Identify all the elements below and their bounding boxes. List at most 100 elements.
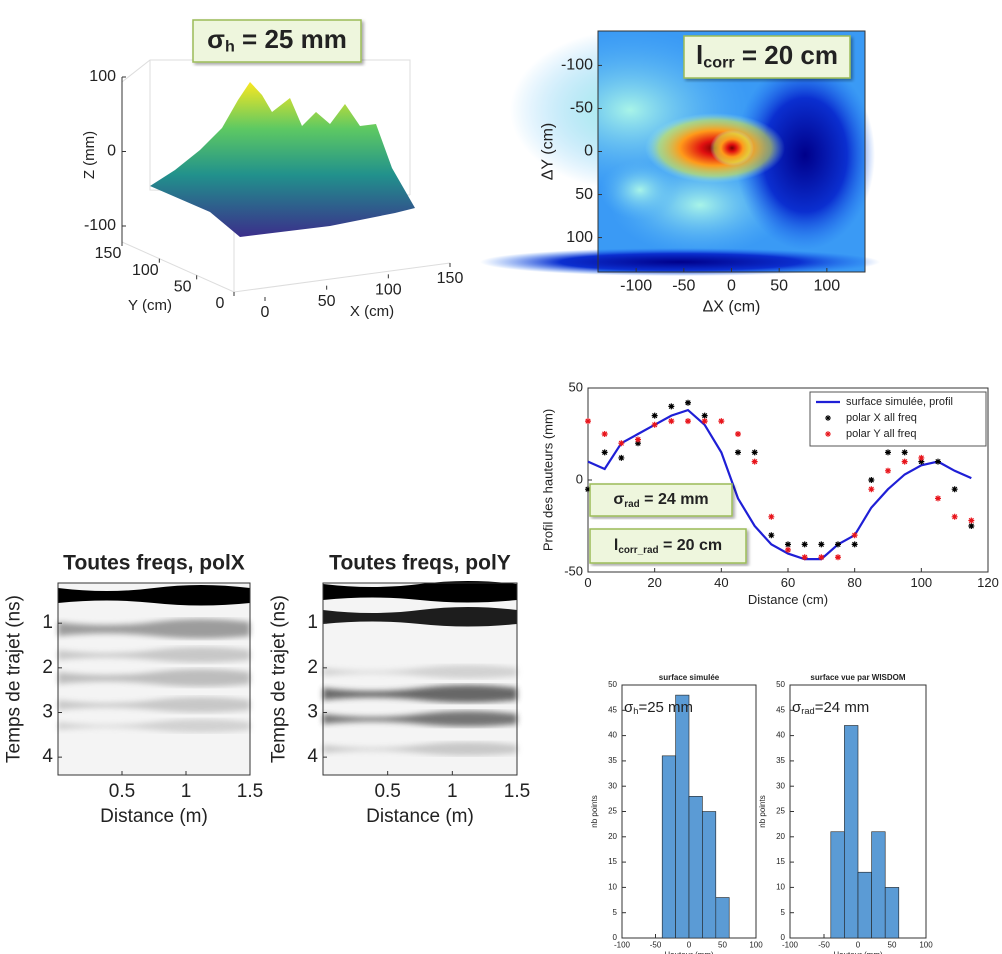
plot-frame [597, 30, 866, 273]
x-axis-label: X (cm) [350, 303, 394, 320]
series-marker [618, 454, 625, 461]
y-tick-label: 20 [608, 832, 617, 841]
echo-band [58, 669, 250, 687]
series-marker [635, 440, 641, 447]
series-marker [918, 454, 925, 461]
x-tick-label: 150 [437, 270, 464, 287]
annotation: σh=25 mm [624, 699, 693, 716]
series-marker [668, 418, 675, 425]
annotation-sub: h [225, 38, 235, 56]
chart: 0.5 1 1.5 1 2 3 4 Distance (m) Temps de trajet (… [268, 552, 530, 827]
series-marker [601, 431, 608, 437]
series-marker [751, 458, 758, 465]
y-tick-label: 4 [307, 746, 318, 767]
surface [150, 82, 415, 237]
y-tick-label: 5 [781, 908, 786, 917]
echo-band [58, 619, 250, 639]
annotation-base: l [614, 537, 618, 554]
y-axis-label: nb points [590, 795, 599, 827]
echo-band [323, 711, 517, 727]
series-marker [951, 513, 958, 520]
x-tick-label: 50 [318, 293, 336, 310]
x-tick-label: 0 [856, 940, 861, 949]
y-tick-label: 35 [608, 756, 617, 765]
x-tick-label: 0 [261, 304, 270, 321]
y-tick-label: 100 [132, 262, 159, 279]
x-tick-label: -50 [650, 940, 662, 949]
y-tick-label: 0 [781, 933, 786, 942]
y-tick-label: -50 [564, 563, 583, 578]
bar [830, 831, 845, 939]
echo-band [58, 697, 250, 713]
y-axis-label: Temps de trajet (ns) [3, 595, 24, 763]
series-marker [818, 554, 825, 561]
x-tick-label: 0 [584, 575, 591, 590]
series-marker [851, 541, 858, 548]
x-tick-label: 100 [910, 575, 932, 590]
chart: 0.5 1 1.5 1 2 3 4 Distance (m) Temps de trajet (… [3, 552, 263, 827]
annotation-sub: rad [624, 499, 639, 510]
series-marker [851, 532, 858, 539]
legend-swatch [825, 431, 831, 437]
y-tick-label: 10 [608, 883, 617, 892]
echo-band [323, 665, 517, 679]
series-marker [668, 403, 675, 410]
y-tick-label: 25 [776, 807, 785, 816]
series-marker [618, 440, 625, 447]
annotation: σh = 25 mm [207, 24, 347, 56]
bar [715, 897, 730, 939]
chart-title: Toutes freqs, polY [329, 552, 511, 575]
z-tick-label: 0 [107, 143, 116, 160]
y-tick-label: 50 [569, 379, 583, 394]
y-tick-label: 0 [576, 471, 583, 486]
y-tick-label: 150 [95, 245, 122, 262]
series-marker [885, 467, 891, 474]
x-tick-label: 1 [447, 781, 458, 802]
x-tick-label: 1.5 [504, 781, 530, 802]
series-marker [968, 517, 975, 524]
annotation-sub: corr_rad [618, 545, 658, 556]
series-marker [835, 541, 841, 548]
x-tick-label: 50 [888, 940, 897, 949]
heatmap-blob [710, 130, 754, 166]
echo-band [323, 607, 517, 627]
x-axis-label: Hauteur (mm) [833, 951, 883, 954]
annotation-box [589, 483, 733, 517]
y-tick-label: 50 [174, 279, 192, 296]
y-axis-label: Profil des hauteurs (mm) [540, 409, 555, 551]
y-axis-label: Y (cm) [128, 297, 172, 314]
series-marker [585, 418, 591, 425]
x-tick-label: 0.5 [109, 781, 135, 802]
y-tick-label: 2 [307, 657, 318, 678]
annotation-text: = 24 mm [640, 491, 709, 508]
y-tick-label: 0 [216, 295, 225, 312]
echo-band [58, 647, 250, 663]
z-tick-label: -100 [84, 217, 116, 234]
series-marker [585, 486, 591, 493]
series-marker [868, 477, 875, 483]
series-marker [751, 449, 758, 456]
series-marker [935, 495, 941, 502]
y-tick-label: 20 [776, 832, 785, 841]
y-tick-label: 1 [42, 612, 53, 633]
x-axis-label: Distance (cm) [748, 592, 828, 607]
y-tick-label: 50 [776, 680, 785, 689]
y-tick-label: 15 [776, 857, 785, 866]
annotation-base: σ [207, 24, 225, 54]
bar [871, 831, 886, 939]
annotation-box [192, 19, 362, 63]
x-tick-label: 0 [727, 278, 736, 295]
y-tick-label: -50 [570, 100, 593, 117]
x-tick-label: 0.5 [374, 781, 400, 802]
x-tick-label: -100 [620, 278, 652, 295]
series-marker [901, 449, 908, 456]
y-tick-label: 3 [307, 702, 318, 723]
x-tick-label: 60 [781, 575, 795, 590]
legend-swatch [825, 415, 831, 421]
legend-label: polar X all freq [846, 412, 917, 424]
y-axis-label: ΔY (cm) [540, 123, 557, 181]
x-tick-label: -50 [818, 940, 830, 949]
series-marker [735, 431, 741, 437]
annotation-sub: corr [703, 54, 735, 72]
